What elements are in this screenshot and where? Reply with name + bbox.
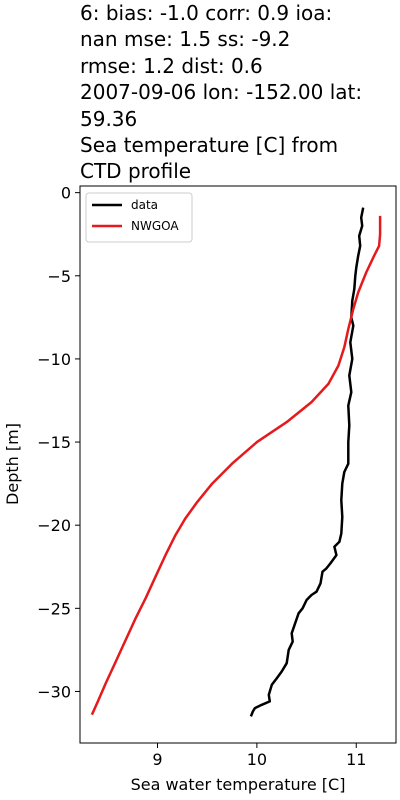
series-line-data — [249, 207, 365, 717]
x-tick-label: 10 — [247, 750, 267, 769]
series-layer — [90, 207, 382, 717]
x-axis: 9 10 11 — [152, 743, 366, 769]
title-line-5: 59.36 — [80, 106, 138, 131]
y-tick-label: −25 — [37, 599, 71, 618]
chart-title: 6: bias: -1.0 corr: 0.9 ioa: nan mse: 1.… — [80, 0, 400, 185]
y-tick-label: −30 — [37, 682, 71, 701]
legend: data NWGOA — [85, 192, 193, 243]
title-line-6: Sea temperature [C] from — [80, 133, 339, 158]
y-axis-label: Depth [m] — [3, 423, 22, 505]
legend-label-data: data — [131, 198, 158, 212]
x-tick-label: 9 — [152, 750, 162, 769]
title-line-7: CTD profile — [80, 159, 192, 184]
title-line-3: rmse: 1.2 dist: 0.6 — [80, 53, 263, 78]
legend-label-nwgoa: NWGOA — [131, 219, 179, 233]
plot-frame — [79, 185, 397, 744]
y-tick-label: −10 — [37, 350, 71, 369]
title-line-2: nan mse: 1.5 ss: -9.2 — [80, 27, 291, 52]
y-axis: 0 −5 −10 −15 −20 −25 −30 — [37, 184, 80, 701]
y-tick-label: −20 — [37, 516, 71, 535]
series-line-nwgoa — [90, 215, 382, 716]
y-tick-label: −5 — [47, 267, 71, 286]
y-tick-label: 0 — [61, 184, 71, 203]
title-line-4: 2007-09-06 lon: -152.00 lat: — [80, 80, 363, 105]
y-tick-label: −15 — [37, 433, 71, 452]
title-line-1: 6: bias: -1.0 corr: 0.9 ioa: — [80, 1, 333, 25]
x-tick-label: 11 — [346, 750, 366, 769]
x-axis-label: Sea water temperature [C] — [131, 775, 346, 794]
